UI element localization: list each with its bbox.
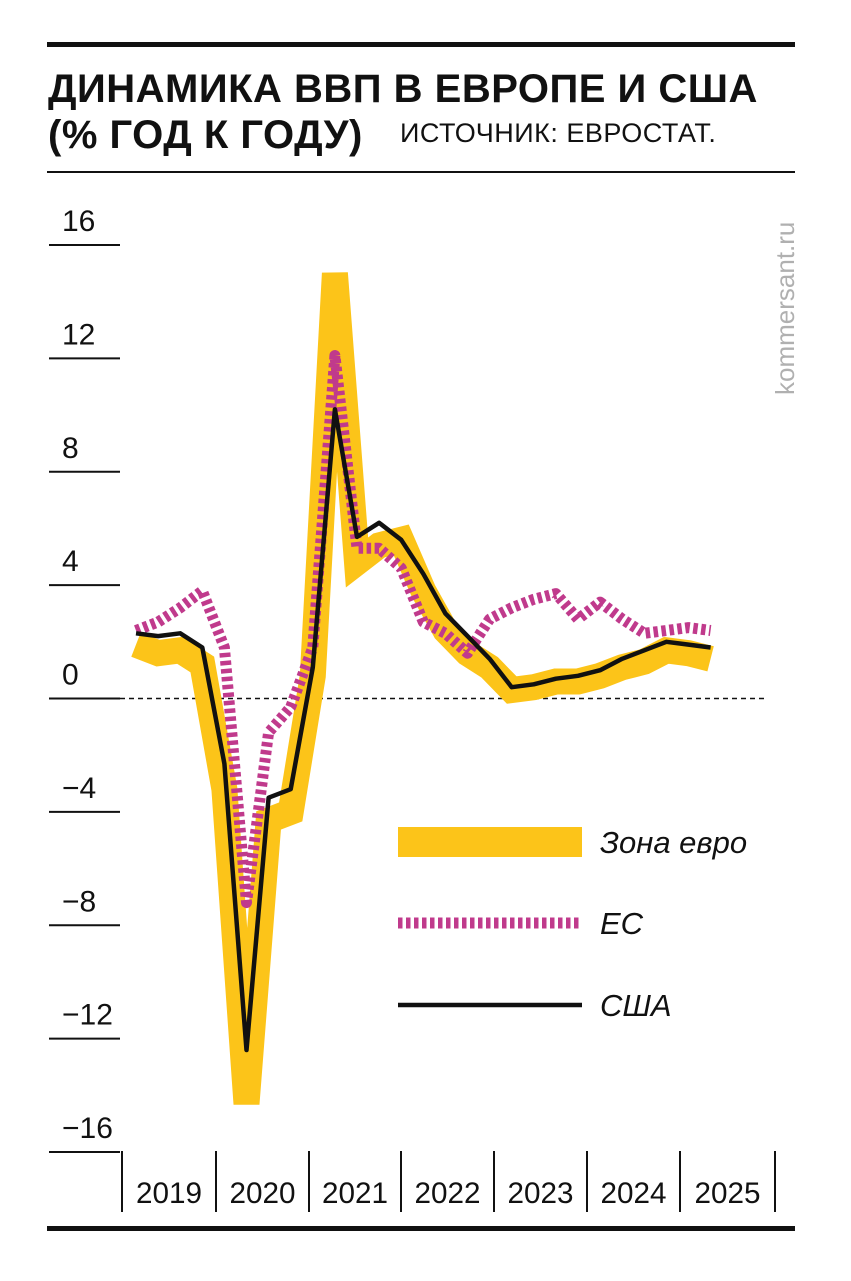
legend-label: Зона евро — [600, 825, 747, 860]
x-tick-label: 2021 — [322, 1177, 388, 1210]
y-tick-label: −12 — [62, 999, 113, 1032]
x-tick-label: 2025 — [695, 1177, 761, 1210]
y-tick-label: −8 — [62, 885, 96, 918]
y-tick-label: 12 — [62, 318, 95, 351]
y-tick-label: −16 — [62, 1112, 113, 1145]
legend-label: ЕС — [600, 906, 644, 941]
x-tick-label: 2023 — [508, 1177, 574, 1210]
y-tick-label: 0 — [62, 659, 79, 692]
watermark: kommersant.ru — [770, 221, 800, 395]
y-tick-label: 16 — [62, 205, 95, 238]
x-tick-label: 2019 — [136, 1177, 202, 1210]
top-rule — [47, 42, 795, 47]
y-tick-label: 8 — [62, 432, 79, 465]
source-note: ИСТОЧНИК: ЕВРОСТАТ. — [400, 118, 717, 148]
x-tick-label: 2022 — [415, 1177, 481, 1210]
header-rule — [47, 171, 795, 173]
bottom-rule — [47, 1226, 795, 1231]
series-line-eu — [134, 350, 712, 909]
y-tick-label: −4 — [62, 772, 96, 805]
legend-label: США — [600, 988, 672, 1023]
y-tick-label: 4 — [62, 545, 79, 578]
y-axis: 16 12 8 4 0 −4 −8 −12 −16 — [49, 205, 768, 1153]
series-line-usa — [135, 407, 711, 1053]
chart-title-line2: (% ГОД К ГОДУ) — [48, 113, 363, 157]
x-tick-label: 2020 — [230, 1177, 296, 1210]
series-group — [131, 272, 714, 1105]
x-tick-label: 2024 — [601, 1177, 667, 1210]
x-axis: 2019 2020 2021 2022 2023 2024 2025 — [121, 1151, 776, 1212]
legend: Зона евро ЕС США — [398, 825, 747, 1023]
chart-title-line1: ДИНАМИКА ВВП В ЕВРОПЕ И США — [48, 67, 758, 111]
series-line-eurozone — [131, 272, 714, 1105]
